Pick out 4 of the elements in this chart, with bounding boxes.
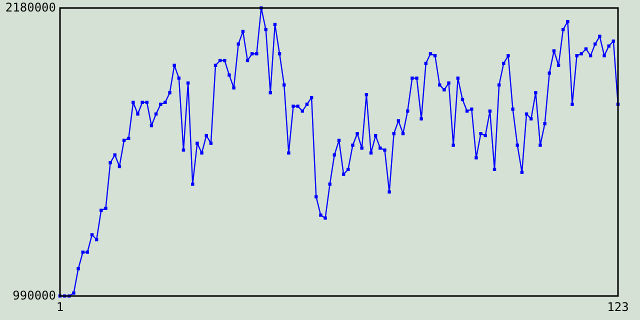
y-tick-label: 2180000 [5,0,56,14]
x-tick-label: 1 [56,300,64,314]
y-tick-label: 990000 [12,288,56,302]
x-tick-label: 123 [607,300,629,314]
